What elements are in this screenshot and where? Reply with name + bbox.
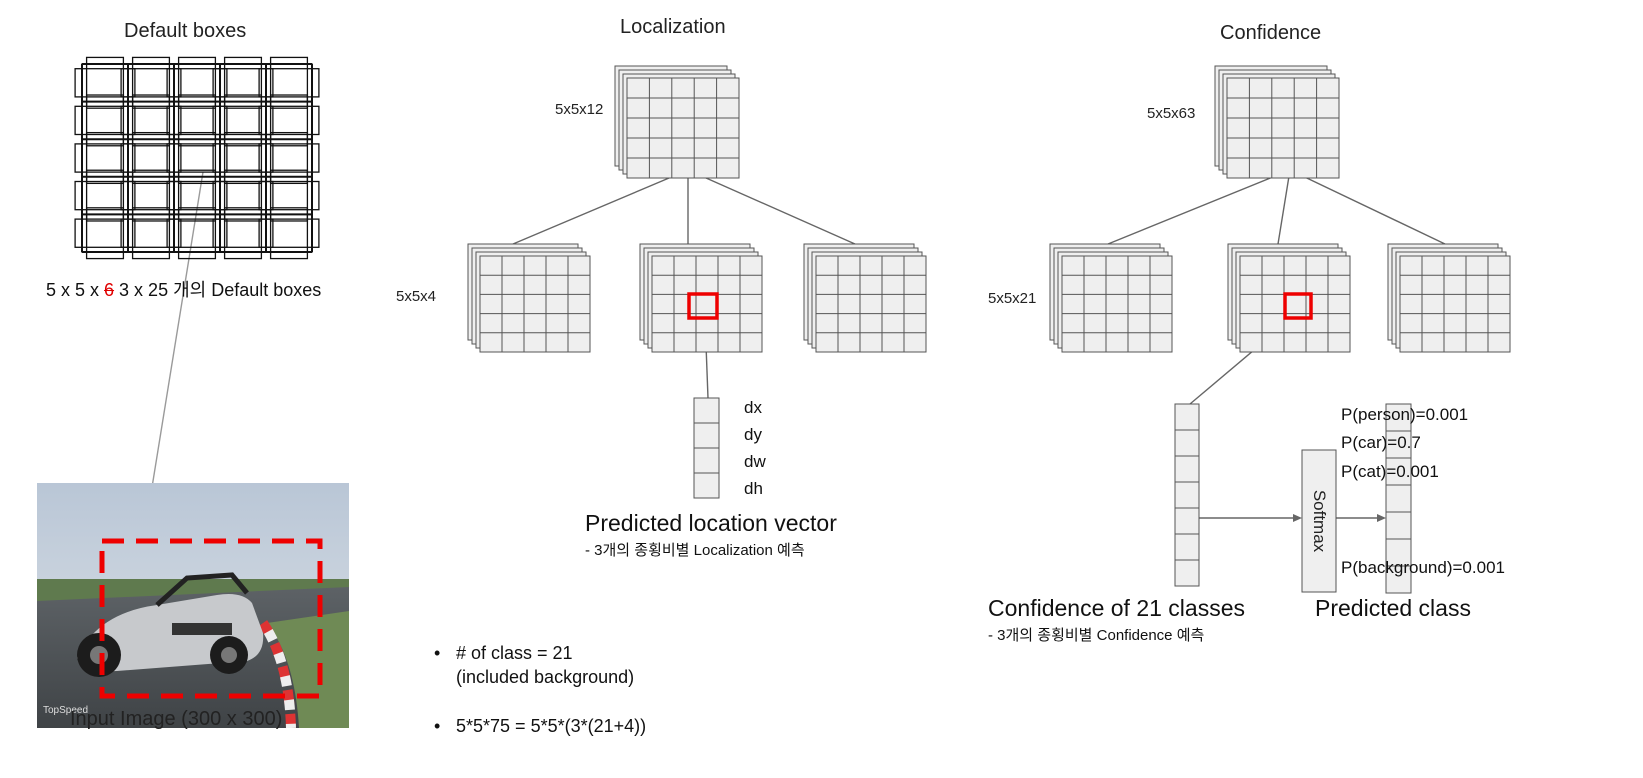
confidence-branch-dim: 5x5x21 xyxy=(988,290,1037,307)
confidence-branch-3 xyxy=(1387,243,1511,353)
softmax-label: Softmax xyxy=(1310,489,1330,553)
localization-branch-dim: 5x5x4 xyxy=(396,288,437,305)
prob-cat: P(cat)=0.001 xyxy=(1341,462,1439,481)
default-boxes-grid xyxy=(74,56,320,260)
vector-label-dh: dh xyxy=(744,479,763,498)
confidence-highlight-cell xyxy=(1283,292,1313,320)
localization-top-dim: 5x5x12 xyxy=(555,101,604,118)
prob-car: P(car)=0.7 xyxy=(1341,433,1421,452)
count-prefix: 5 x 5 x xyxy=(46,280,105,300)
output-vectors xyxy=(687,292,1412,594)
localization-highlight-cell xyxy=(687,292,719,320)
vector-label-dw: dw xyxy=(744,452,766,471)
default-boxes-title: Default boxes xyxy=(124,20,247,42)
input-image-caption: Input Image (300 x 300) xyxy=(70,708,283,730)
confidence-vector xyxy=(1174,403,1200,587)
softmax-box: Softmax xyxy=(1302,450,1336,592)
bullet-2: • xyxy=(434,716,441,736)
localization-title: Localization xyxy=(620,16,726,38)
localization-branch-2 xyxy=(639,243,763,353)
confidence-vector-note: - 3개의 종횡비별 Confidence 예측 xyxy=(988,627,1205,644)
watermark-logo: TopSpeed xyxy=(43,705,88,716)
note-class-count: • # of class = 21 xyxy=(434,643,573,664)
confidence-vector-title: Confidence of 21 classes xyxy=(988,595,1245,621)
conf-conn-right xyxy=(1289,169,1446,245)
confidence-top-dim: 5x5x63 xyxy=(1147,105,1196,122)
confidence-branch-2 xyxy=(1227,243,1351,353)
count-suffix: 3 x 25 개의 Default boxes xyxy=(114,280,322,300)
vector-label-dy: dy xyxy=(744,425,762,444)
localization-branch-1 xyxy=(467,243,591,353)
vector-label-dx: dx xyxy=(744,398,762,417)
default-box-to-image-connector xyxy=(147,171,204,513)
prob-background: P(background)=0.001 xyxy=(1341,558,1505,577)
input-image: TopSpeed xyxy=(37,483,349,728)
confidence-title: Confidence xyxy=(1220,22,1322,44)
confidence-branch-1 xyxy=(1049,243,1173,353)
predicted-class-vector xyxy=(1385,403,1412,594)
softmax-rect xyxy=(1301,449,1337,593)
arrow-to-predicted-head xyxy=(1377,514,1386,522)
arrow-to-softmax-head xyxy=(1293,514,1302,522)
conf-conn-mid xyxy=(1277,169,1291,245)
predicted-location-title: Predicted location vector xyxy=(585,510,837,536)
confidence-top-stack xyxy=(1214,65,1340,179)
predicted-location-note: - 3개의 종횡비별 Localization 예측 xyxy=(585,542,805,559)
loc-conn-right xyxy=(687,169,856,245)
connector-lines xyxy=(147,169,1446,522)
formula-text: 5*5*75 = 5*5*(3*(21+4)) xyxy=(456,716,647,736)
class-count-text: # of class = 21 xyxy=(456,643,573,663)
note-formula: • 5*5*75 = 5*5*(3*(21+4)) xyxy=(434,716,646,737)
localization-top-stack xyxy=(614,65,740,179)
bullet-1: • xyxy=(434,643,441,663)
car-photo-illustration: TopSpeed xyxy=(37,483,349,728)
default-boxes-count: 5 x 5 x 6 3 x 25 개의 Default boxes xyxy=(46,276,321,302)
localization-branch-3 xyxy=(803,243,927,353)
loc-conn-left xyxy=(512,169,689,245)
note-class-count-detail: (included background) xyxy=(456,667,635,687)
location-vector xyxy=(693,397,720,499)
prob-person: P(person)=0.001 xyxy=(1341,405,1469,424)
feature-map-stacks xyxy=(467,65,1511,353)
count-struck-value: 6 xyxy=(104,280,115,300)
predicted-class-title: Predicted class xyxy=(1315,595,1471,621)
conf-conn-left xyxy=(1107,169,1291,245)
